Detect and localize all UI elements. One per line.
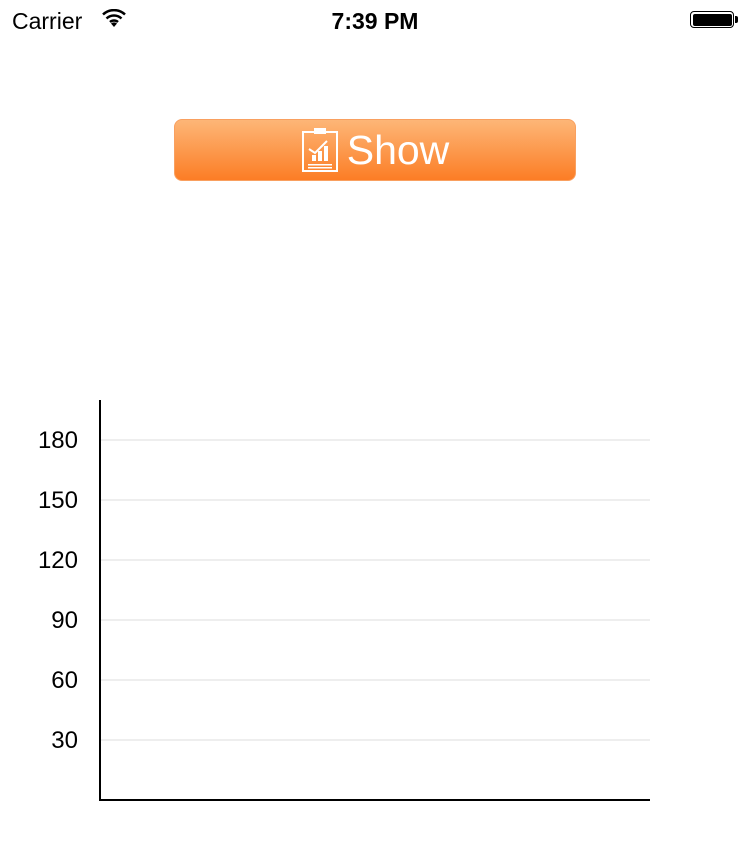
y-tick-label: 60 [51, 667, 78, 694]
bar-chart: 30 60 90 120 150 180 [38, 400, 650, 801]
battery-full-icon [690, 11, 738, 28]
y-tick-label: 120 [38, 547, 78, 574]
chart-clipboard-icon [301, 128, 338, 172]
status-bar: Carrier 7:39 PM [0, 0, 750, 40]
wifi-icon [102, 8, 126, 34]
y-tick-label: 30 [51, 727, 78, 754]
show-button[interactable]: Show [174, 119, 576, 181]
y-tick-label: 180 [38, 427, 78, 454]
show-button-label: Show [346, 126, 450, 173]
clock: 7:39 PM [331, 8, 419, 34]
y-tick-label: 150 [38, 487, 78, 514]
carrier-label: Carrier [12, 8, 83, 34]
y-tick-label: 90 [51, 607, 78, 634]
